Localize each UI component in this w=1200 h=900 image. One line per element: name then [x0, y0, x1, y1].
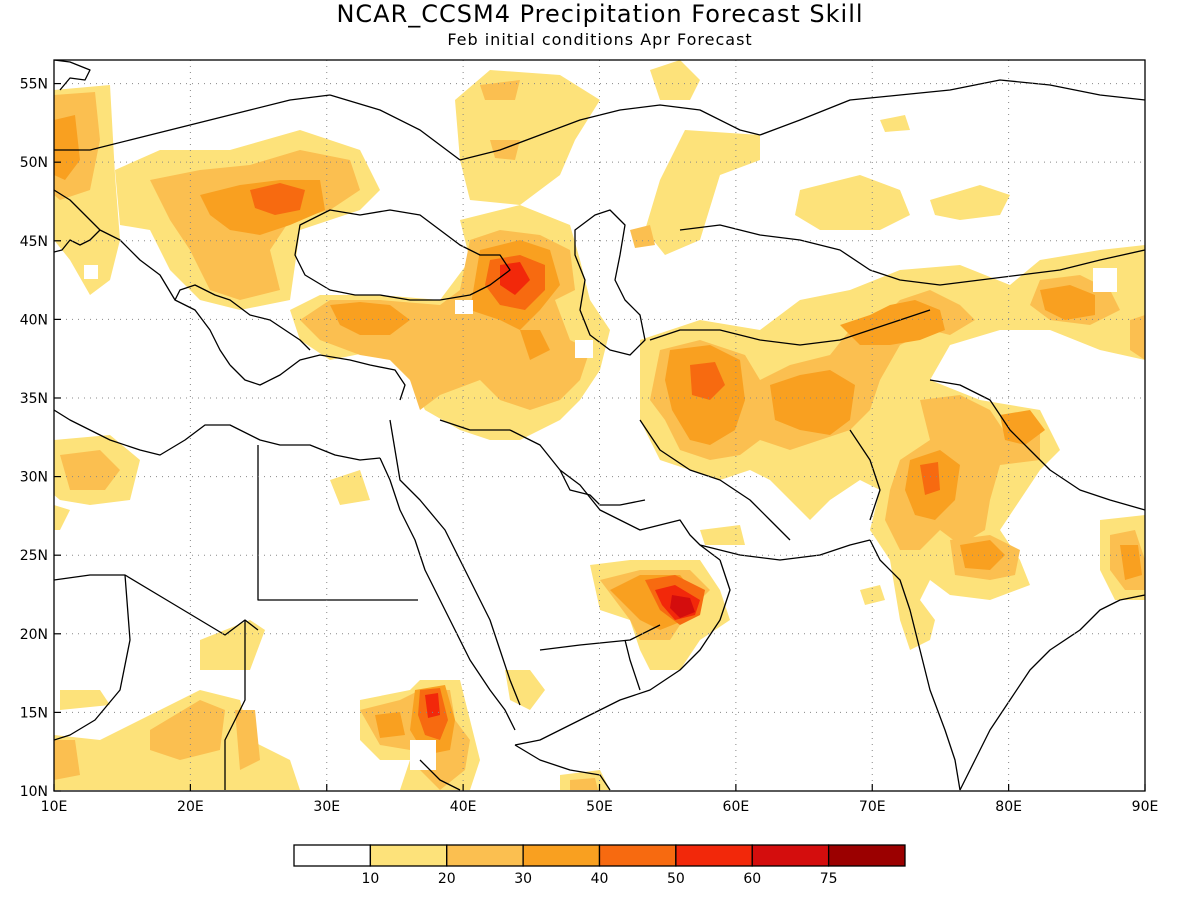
y-tick-label: 50N: [20, 155, 48, 171]
y-tick-label: 40N: [20, 312, 48, 328]
x-tick-label: 40E: [450, 799, 477, 815]
colorbar-swatch: [675, 844, 753, 867]
x-tick-label: 50E: [586, 799, 613, 815]
x-axis: 10E 20E 30E 40E 50E 60E 70E 80E 90E: [41, 784, 1159, 815]
x-tick-label: 30E: [313, 799, 340, 815]
x-tick-label: 90E: [1132, 799, 1159, 815]
plot-area: [54, 60, 1145, 791]
x-tick-label: 60E: [723, 799, 750, 815]
y-tick-label: 35N: [20, 391, 48, 407]
masked-cells: [84, 265, 1117, 770]
coastlines-and-borders: [54, 60, 1145, 791]
x-tick-label: 70E: [859, 799, 886, 815]
colorbar-swatch: [598, 844, 677, 867]
map-title: NCAR_CCSM4 Precipitation Forecast Skill: [336, 0, 863, 28]
colorbar-label: 75: [820, 871, 838, 887]
y-tick-label: 45N: [20, 234, 48, 250]
y-tick-label: 10N: [20, 784, 48, 800]
skill-shading: [54, 60, 1145, 790]
colorbar-label: 50: [667, 871, 685, 887]
colorbar-swatch: [522, 844, 601, 867]
colorbar-label: 30: [514, 871, 532, 887]
skill-level-60-75: [670, 595, 695, 618]
y-tick-label: 15N: [20, 705, 48, 721]
colorbar-swatch: [751, 844, 830, 867]
colorbar-swatch: [446, 844, 524, 867]
colorbar-swatch: [827, 844, 906, 867]
y-tick-label: 30N: [20, 470, 48, 486]
y-tick-label: 55N: [20, 77, 48, 93]
colorbar-label: 60: [743, 871, 761, 887]
colorbar-label: 40: [591, 871, 609, 887]
x-tick-label: 20E: [177, 799, 204, 815]
y-axis: 10N 15N 20N 25N 30N 35N 40N 45N 50N 55N: [20, 77, 61, 800]
colorbar-label: 20: [438, 871, 456, 887]
colorbar-swatch: [293, 844, 372, 867]
x-tick-label: 10E: [41, 799, 68, 815]
colorbar-swatch: [369, 844, 448, 867]
colorbar: 10 20 30 40 50 60 75: [293, 844, 906, 887]
x-tick-label: 80E: [995, 799, 1022, 815]
y-tick-label: 20N: [20, 627, 48, 643]
map-subtitle: Feb initial conditions Apr Forecast: [447, 30, 752, 49]
y-tick-label: 25N: [20, 548, 48, 564]
colorbar-label: 10: [361, 871, 379, 887]
